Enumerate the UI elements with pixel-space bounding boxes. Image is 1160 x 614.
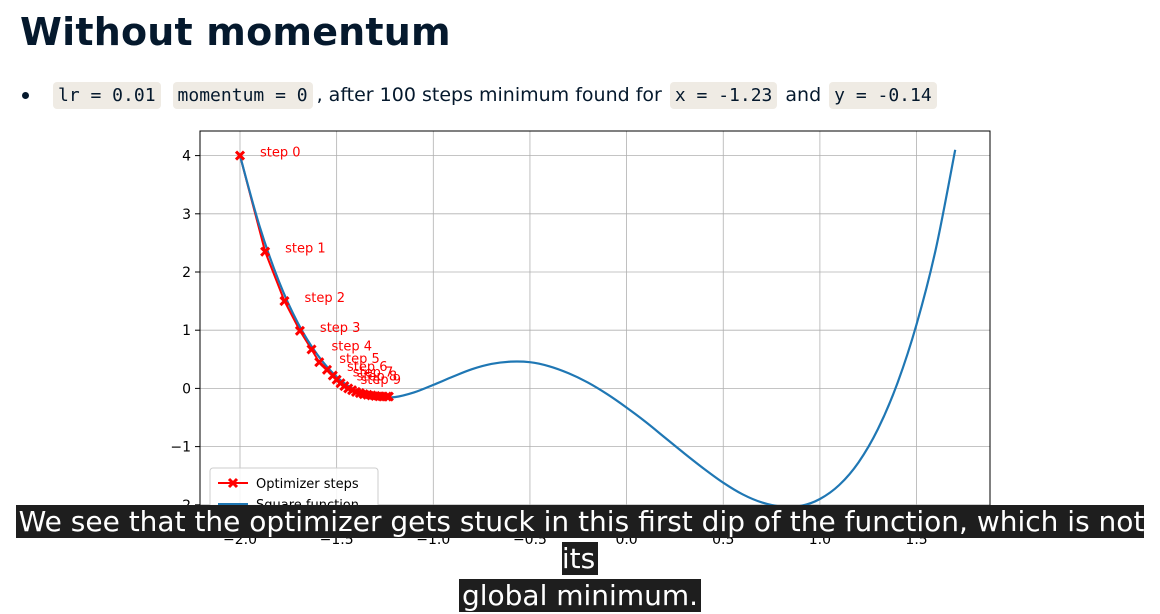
legend-steps-label: Optimizer steps — [256, 477, 359, 492]
and-text: and — [785, 84, 822, 106]
settings-summary: lr = 0.01 momentum = 0 , after 100 steps… — [22, 79, 939, 111]
y-result-code: y = -0.14 — [829, 81, 937, 109]
y-tick-label: 4 — [182, 149, 191, 165]
step-marker — [314, 357, 325, 368]
step-marker — [279, 296, 290, 307]
caption-line-2: global minimum. — [458, 579, 702, 612]
bullet-dot — [22, 91, 29, 99]
step-annotation: step 8 — [357, 370, 398, 385]
y-tick-label: 0 — [182, 381, 191, 397]
optimizer-chart: −2.0−1.5−1.0−0.50.00.51.01.5−2−101234ste… — [170, 130, 991, 548]
step-annotation: step 3 — [320, 321, 361, 336]
step-annotation: step 5 — [339, 352, 380, 367]
momentum-code: momentum = 0 — [172, 81, 313, 109]
step-annotation: step 2 — [304, 291, 345, 306]
legend-steps-marker — [227, 477, 239, 489]
plot-frame — [199, 130, 991, 521]
step-annotation: step 7 — [353, 366, 394, 381]
step-annotation: step 0 — [260, 146, 301, 161]
step-marker — [383, 391, 394, 402]
step-annotation: step 6 — [347, 360, 388, 375]
caption-line-1: We see that the optimizer gets stuck in … — [15, 505, 1145, 575]
video-caption: We see that the optimizer gets stuck in … — [0, 503, 1160, 614]
y-tick-label: 1 — [182, 323, 191, 339]
page-title: Without momentum — [20, 10, 451, 54]
step-marker — [306, 344, 317, 355]
step-marker — [294, 325, 305, 336]
lr-code: lr = 0.01 — [53, 81, 161, 109]
result-text: , after 100 steps minimum found for — [316, 84, 662, 106]
step-marker — [234, 150, 246, 161]
step-annotation: step 4 — [332, 339, 373, 354]
y-tick-label: 3 — [182, 207, 191, 223]
step-marker — [260, 246, 271, 257]
x-result-code: x = -1.23 — [669, 81, 778, 109]
y-tick-label: −1 — [170, 440, 191, 456]
step-annotation: step 9 — [361, 373, 402, 388]
step-annotation: step 1 — [285, 242, 326, 257]
y-tick-label: 2 — [182, 265, 191, 281]
